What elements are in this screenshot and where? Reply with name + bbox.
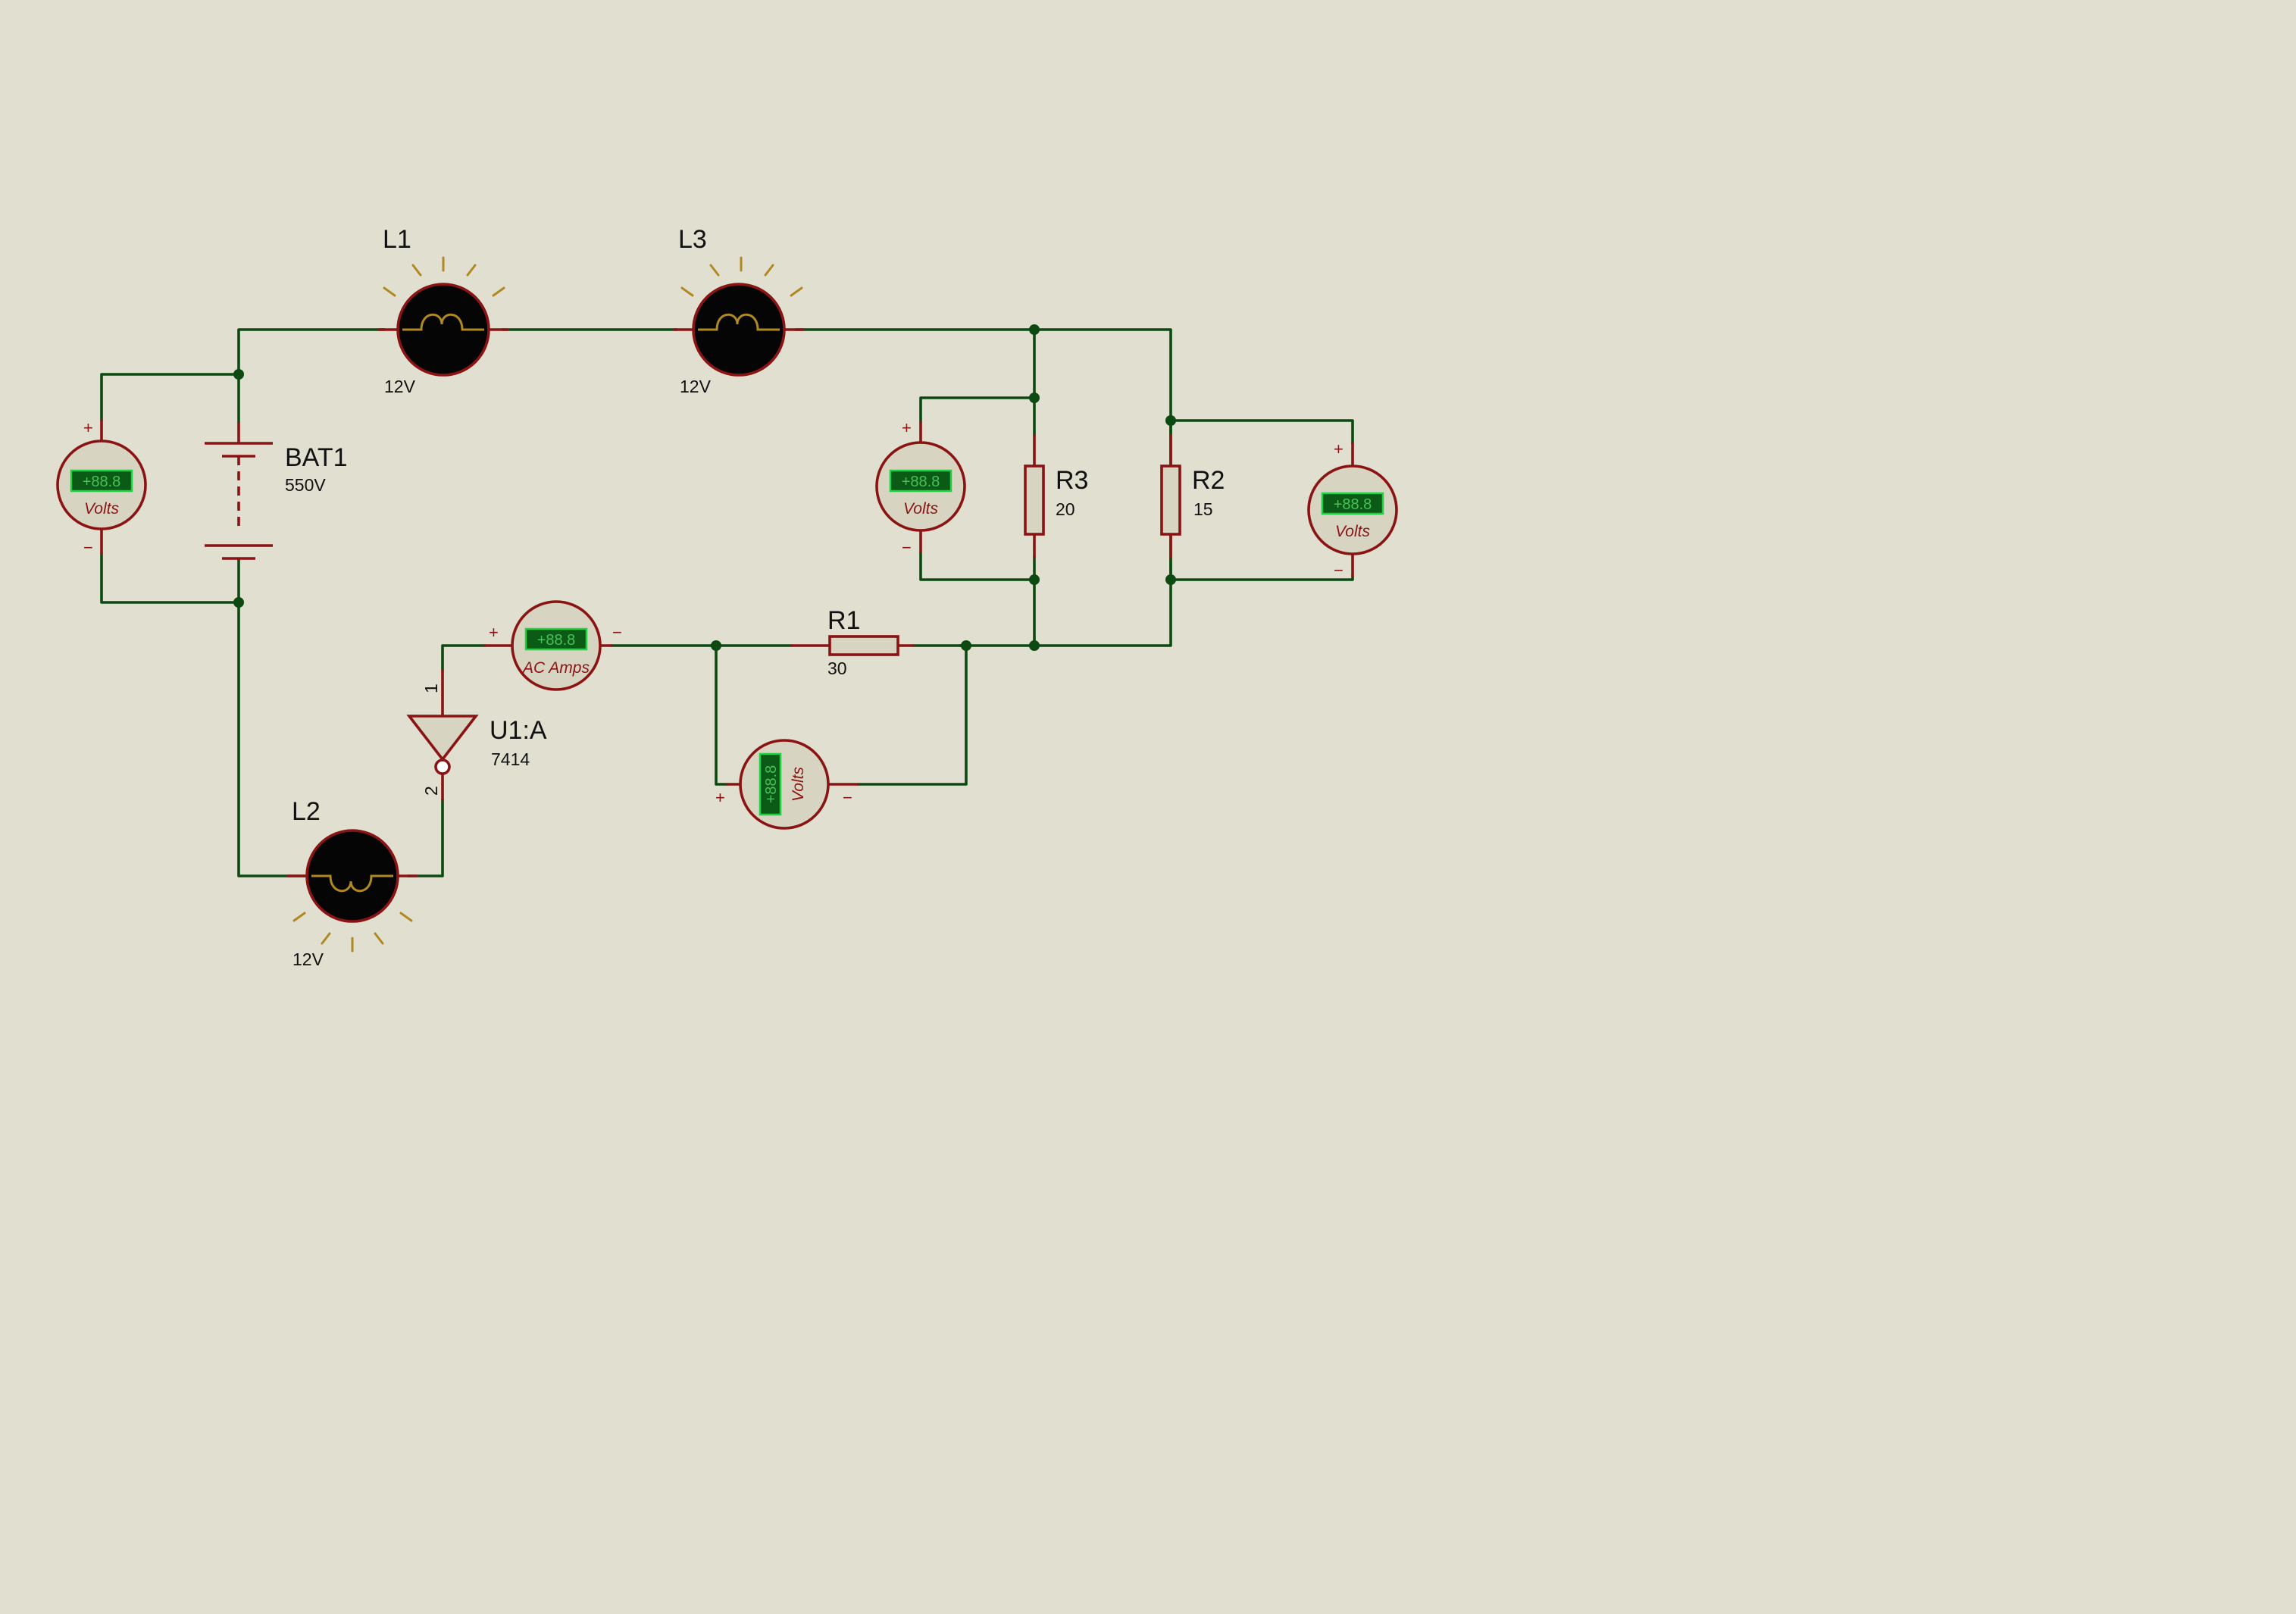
junction-dot: [1165, 415, 1176, 426]
junctions: [233, 324, 1176, 651]
r1-ref-label: R1: [827, 606, 860, 635]
wire-vm-r2-bottom[interactable]: [1169, 574, 1354, 581]
l2-ref-label: L2: [292, 797, 321, 826]
voltmeter-battery[interactable]: +88.8 Volts + −: [56, 418, 147, 557]
junction-dot: [1029, 393, 1040, 403]
r3-value-label: 20: [1056, 499, 1075, 519]
junction-dot: [711, 640, 721, 651]
wires: [100, 328, 1354, 877]
ac-ammeter[interactable]: +88.8 AC Amps + −: [483, 600, 622, 691]
l3-value-label: 12V: [680, 377, 712, 396]
junction-dot: [233, 597, 244, 608]
u1-ref-label: U1:A: [490, 716, 547, 745]
voltmeter-r2[interactable]: +88.8 Volts + −: [1307, 439, 1398, 580]
junction-dot: [1029, 324, 1040, 335]
voltmeter-r1[interactable]: +88.8 Volts + −: [715, 739, 859, 830]
wire-right-loop[interactable]: [794, 328, 1172, 647]
l1-value-label: 12V: [384, 377, 416, 396]
u1-value-label: 7414: [491, 749, 530, 769]
am-unit: AC Amps: [521, 659, 590, 677]
lamp-l1[interactable]: L1 12V: [377, 225, 509, 396]
am-plus: +: [489, 623, 499, 642]
wire-vm-r1-left[interactable]: [715, 644, 729, 786]
vm-r2-display: +88.8: [1334, 496, 1372, 513]
vm-r3-unit: Volts: [903, 500, 938, 518]
u1-pin1-label: 1: [421, 683, 441, 693]
r1-value-label: 30: [827, 658, 847, 678]
vm-bat-unit: Volts: [84, 500, 119, 518]
vm-r2-unit: Volts: [1335, 523, 1370, 540]
bat1-value-label: 550V: [285, 475, 326, 495]
junction-dot: [1029, 574, 1040, 585]
am-display: +88.8: [537, 632, 576, 649]
voltmeter-r3[interactable]: +88.8 Volts + −: [875, 418, 966, 557]
vm-r2-plus: +: [1334, 439, 1344, 458]
resistor-r2[interactable]: R2 15: [1160, 434, 1225, 558]
filament-icon: [698, 313, 780, 331]
junction-dot: [1029, 640, 1040, 651]
vm-r1-unit: Volts: [790, 767, 807, 802]
vm-bat-plus: +: [83, 418, 93, 437]
bat1-ref-label: BAT1: [285, 443, 348, 472]
u1-pin2-label: 2: [421, 786, 441, 796]
resistor-r3[interactable]: R3 20: [1024, 434, 1088, 558]
lamp-l3[interactable]: L3 12V: [673, 225, 805, 396]
r3-ref-label: R3: [1056, 466, 1088, 495]
schmitt-buffer-u1a[interactable]: 1 2 U1:A 7414: [406, 669, 547, 801]
vm-bat-display: +88.8: [83, 474, 121, 490]
resistor-r1[interactable]: R1 30: [790, 606, 915, 678]
vm-r1-plus: +: [715, 788, 725, 807]
am-minus: −: [612, 623, 622, 642]
junction-dot: [961, 640, 971, 651]
junction-dot: [1165, 574, 1176, 585]
vm-r3-minus: −: [902, 538, 912, 557]
vm-bat-minus: −: [83, 538, 93, 557]
vm-r2-minus: −: [1334, 561, 1344, 580]
lamp-l2[interactable]: L2 12V: [286, 797, 418, 969]
wire-buffer-l2[interactable]: [406, 798, 444, 877]
wire-vm-r2-top[interactable]: [1169, 419, 1354, 445]
vm-r1-minus: −: [843, 788, 852, 807]
filament-icon: [311, 874, 393, 893]
vm-r3-plus: +: [902, 418, 912, 437]
vm-r3-display: +88.8: [902, 474, 940, 490]
l1-ref-label: L1: [383, 225, 411, 254]
wire-vm-r3-bottom[interactable]: [919, 550, 1036, 581]
vm-r1-display: +88.8: [763, 765, 780, 804]
wire-vm-r1-right[interactable]: [856, 644, 968, 786]
battery-bat1[interactable]: BAT1 550V: [205, 423, 348, 561]
l3-ref-label: L3: [678, 225, 707, 254]
wire-am-buffer[interactable]: [441, 644, 486, 672]
r2-ref-label: R2: [1192, 466, 1225, 495]
r2-value-label: 15: [1193, 499, 1213, 519]
filament-icon: [402, 313, 484, 331]
junction-dot: [233, 369, 244, 380]
l2-value-label: 12V: [292, 949, 324, 969]
wire-vm-r3-top[interactable]: [919, 396, 1036, 424]
wire-vm-bat-bottom[interactable]: [100, 552, 307, 877]
